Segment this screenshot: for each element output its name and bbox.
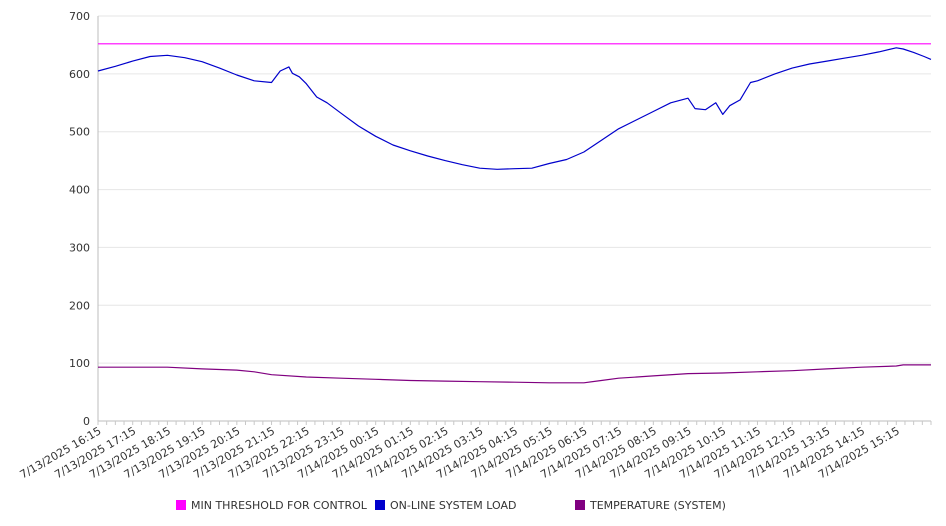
series-lines xyxy=(97,43,932,384)
legend-label-system-load: ON-LINE SYSTEM LOAD xyxy=(390,498,517,512)
series-line-2 xyxy=(98,364,931,384)
legend-swatch-system-load xyxy=(375,500,385,510)
gridlines xyxy=(98,15,931,364)
legend-swatch-temperature xyxy=(575,500,585,510)
y-tick-labels: 0 100 200 300 400 500 600 700 xyxy=(69,10,90,428)
legend-swatch-min-threshold xyxy=(176,500,186,510)
legend-label-temperature: TEMPERATURE (SYSTEM) xyxy=(590,498,726,512)
y-tick-label: 300 xyxy=(69,241,90,254)
x-tick-labels: 7/13/2025 16:157/13/2025 17:157/13/2025 … xyxy=(18,424,902,481)
y-tick-label: 200 xyxy=(69,299,90,312)
legend-item-min-threshold: MIN THRESHOLD FOR CONTROL xyxy=(176,497,367,513)
y-tick-label: 600 xyxy=(69,68,90,81)
y-tick-label: 0 xyxy=(83,415,90,428)
y-tick-label: 400 xyxy=(69,184,90,197)
x-minor-ticks xyxy=(97,421,932,425)
legend-item-system-load: ON-LINE SYSTEM LOAD xyxy=(375,497,516,513)
series-line-1 xyxy=(97,47,932,170)
y-tick-label: 500 xyxy=(69,126,90,139)
y-tick-label: 100 xyxy=(69,357,90,370)
y-tick-label: 700 xyxy=(69,10,90,23)
legend-label-min-threshold: MIN THRESHOLD FOR CONTROL xyxy=(191,498,367,512)
legend-item-temperature: TEMPERATURE (SYSTEM) xyxy=(575,497,726,513)
